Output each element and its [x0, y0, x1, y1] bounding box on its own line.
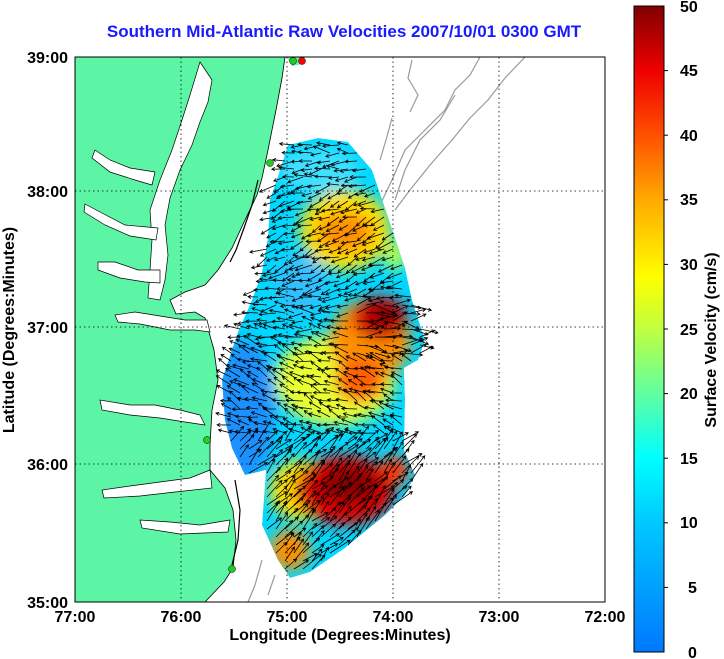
x-axis-ticks: 77:00 76:00 75:00 74:00 73:00 72:00: [55, 609, 626, 626]
y-axis-label: Latitude (Degrees:Minutes): [1, 227, 18, 433]
colorbar-tick: 50: [680, 0, 698, 16]
colorbar-tick: 40: [680, 128, 698, 145]
colorbar-tick: 10: [680, 515, 698, 532]
x-tick: 72:00: [585, 609, 626, 626]
y-tick: 38:00: [27, 184, 68, 201]
x-tick: 75:00: [267, 609, 308, 626]
y-axis-ticks: 39:00 38:00 37:00 36:00 35:00: [27, 50, 68, 612]
colorbar-tick: 5: [688, 580, 697, 597]
x-tick: 73:00: [479, 609, 520, 626]
y-tick: 37:00: [27, 320, 68, 337]
colorbar-tick: 15: [680, 451, 698, 468]
y-tick: 36:00: [27, 457, 68, 474]
y-tick: 35:00: [27, 595, 68, 612]
velocity-vectors: [215, 141, 439, 570]
y-tick: 39:00: [27, 50, 68, 67]
x-tick: 74:00: [373, 609, 414, 626]
plot-title: Southern Mid-Atlantic Raw Velocities 200…: [106, 22, 582, 41]
colorbar-tick: 35: [680, 192, 698, 209]
colorbar-tick: 25: [680, 322, 698, 339]
colorbar-tick: 20: [680, 386, 698, 403]
grid-lines: [75, 57, 605, 602]
inland-water: [83, 61, 231, 535]
colorbar-tick: 0: [688, 645, 697, 659]
colorbar-tick: 45: [680, 63, 698, 80]
x-axis-label: Longitude (Degrees:Minutes): [229, 627, 450, 644]
colorbar-tick: 30: [680, 257, 698, 274]
vector-arrows-path: [215, 141, 439, 570]
x-tick: 77:00: [55, 609, 96, 626]
colorbar-gradient: [633, 5, 665, 653]
colorbar-label: Surface Velocity (cm/s): [703, 252, 720, 427]
x-tick: 76:00: [161, 609, 202, 626]
plot-frame: [74, 56, 606, 603]
colorbar: 50 45 40 35 30 25 20 15 10 5 0 Surface V…: [633, 0, 720, 659]
